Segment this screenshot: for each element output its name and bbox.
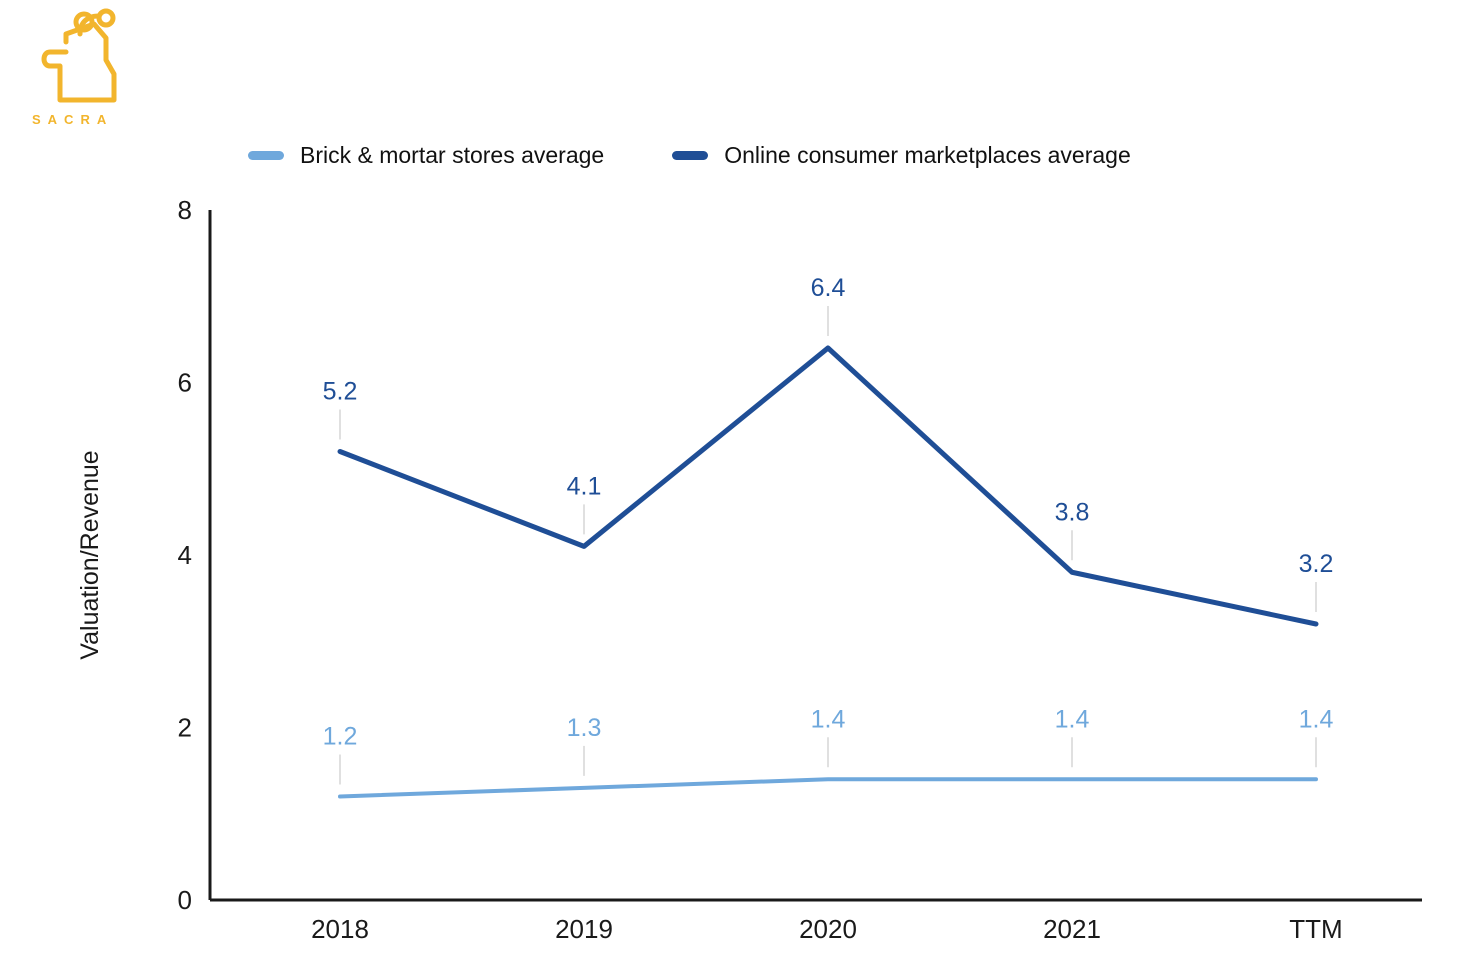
brand: SACRA bbox=[30, 8, 150, 127]
y-axis-title: Valuation/Revenue bbox=[76, 450, 104, 659]
data-label: 1.4 bbox=[811, 705, 846, 733]
legend-swatch-dark-blue bbox=[672, 151, 709, 160]
data-label: 4.1 bbox=[567, 472, 602, 500]
x-tick-label: 2021 bbox=[1043, 914, 1101, 944]
y-tick-label: 8 bbox=[178, 195, 192, 225]
y-tick-label: 6 bbox=[178, 368, 192, 398]
data-label: 1.4 bbox=[1055, 705, 1090, 733]
x-tick-label: 2018 bbox=[311, 914, 369, 944]
data-label: 1.4 bbox=[1299, 705, 1334, 733]
legend-item-brick-mortar: Brick & mortar stores average bbox=[248, 142, 604, 169]
sacra-logo-icon bbox=[41, 8, 117, 103]
data-label: 1.2 bbox=[323, 723, 358, 751]
data-label: 5.2 bbox=[323, 378, 358, 406]
x-tick-label: 2019 bbox=[555, 914, 613, 944]
legend-item-online-marketplaces: Online consumer marketplaces average bbox=[672, 142, 1131, 169]
data-label: 3.8 bbox=[1055, 498, 1090, 526]
series-line-0 bbox=[338, 777, 1318, 799]
data-label: 6.4 bbox=[811, 274, 846, 302]
y-tick-label: 0 bbox=[178, 885, 192, 915]
legend-label-online-marketplaces: Online consumer marketplaces average bbox=[724, 142, 1131, 168]
x-tick-label: 2020 bbox=[799, 914, 857, 944]
legend: Brick & mortar stores average Online con… bbox=[248, 142, 1131, 169]
brand-name: SACRA bbox=[32, 112, 114, 127]
x-tick-label: TTM bbox=[1289, 914, 1342, 944]
series-line-1 bbox=[337, 345, 1319, 627]
data-label: 3.2 bbox=[1299, 550, 1334, 578]
legend-swatch-light-blue bbox=[248, 151, 284, 160]
y-tick-label: 2 bbox=[178, 713, 192, 743]
legend-label-brick-mortar: Brick & mortar stores average bbox=[300, 142, 605, 168]
data-label: 1.3 bbox=[567, 714, 602, 742]
y-tick-label: 4 bbox=[178, 540, 192, 570]
